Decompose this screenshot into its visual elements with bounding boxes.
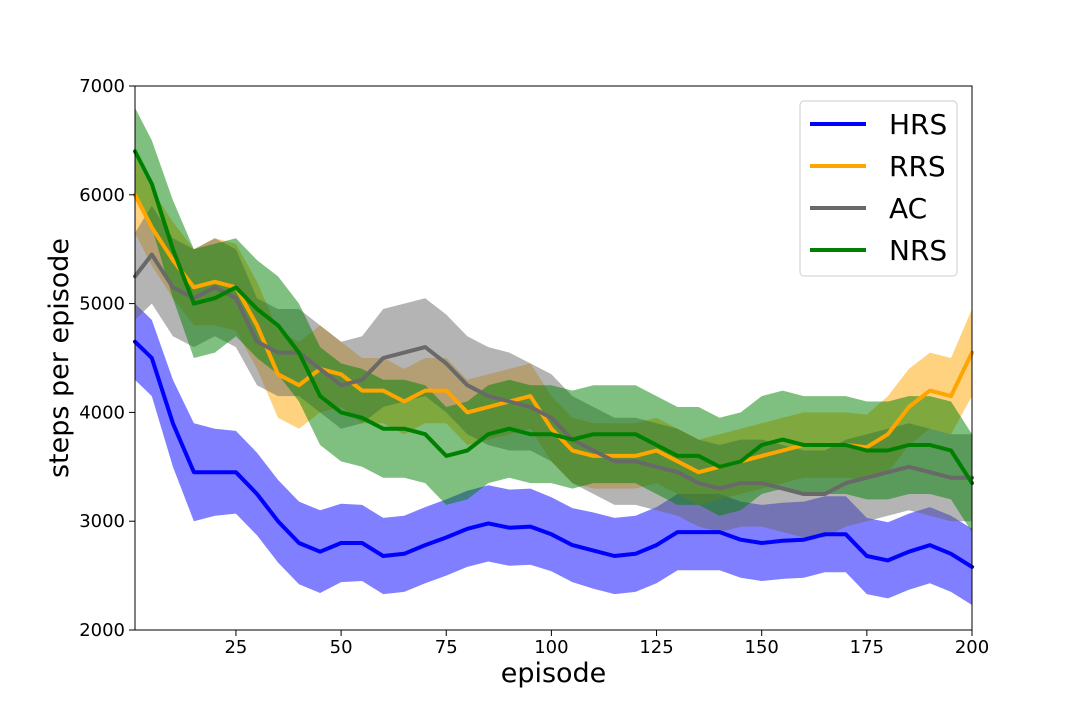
- x-axis-ticks: 25 50 75 100 125 150 175 200: [224, 630, 989, 658]
- legend-label-rrs: RRS: [889, 150, 946, 183]
- y-tick-label: 4000: [79, 402, 125, 423]
- x-tick-label: 200: [955, 637, 989, 658]
- y-tick-label: 6000: [79, 185, 125, 206]
- plot-frame: [134, 85, 973, 631]
- y-tick-label: 3000: [79, 511, 125, 532]
- x-axis-label: episode: [501, 658, 607, 689]
- x-tick-label: 125: [639, 637, 673, 658]
- x-tick-label: 25: [224, 637, 247, 658]
- legend-label-hrs: HRS: [889, 108, 947, 141]
- band-nrs: [135, 107, 972, 533]
- x-tick-label: 100: [534, 637, 568, 658]
- y-axis-ticks: 2000 3000 4000 5000 6000 7000: [79, 76, 135, 641]
- legend-label-nrs: NRS: [889, 234, 947, 267]
- x-tick-label: 175: [850, 637, 884, 658]
- legend-label-ac: AC: [889, 192, 927, 225]
- legend: HRS RRS AC NRS: [799, 100, 958, 277]
- x-tick-label: 75: [435, 637, 458, 658]
- line-ac: [133, 252, 974, 496]
- y-tick-label: 7000: [79, 76, 125, 97]
- x-tick-label: 50: [330, 637, 353, 658]
- band-hrs: [135, 303, 972, 605]
- y-tick-label: 2000: [79, 620, 125, 641]
- y-axis-label: steps per episode: [44, 238, 75, 478]
- line-hrs: [133, 339, 974, 569]
- line-nrs: [133, 149, 974, 486]
- x-tick-label: 150: [745, 637, 779, 658]
- legend-box: [799, 100, 958, 277]
- series-lines: [133, 149, 974, 569]
- y-tick-label: 5000: [79, 294, 125, 315]
